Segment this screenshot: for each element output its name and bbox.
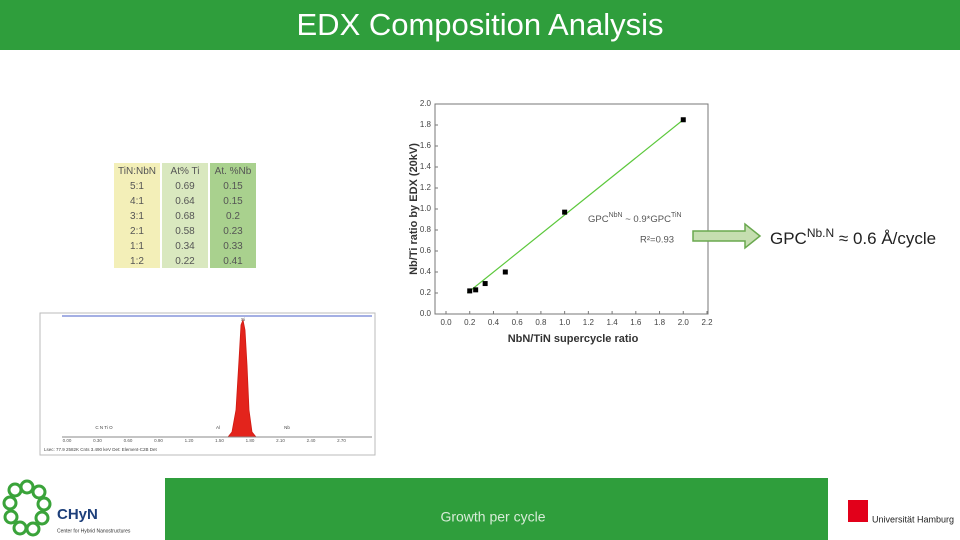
table-cell: 1:1 — [130, 241, 144, 252]
spectrum-footer: Lsec: 77.9 2582K Cnts 3.490 keV Det: Ele… — [44, 447, 158, 452]
spectrum-tick-label: 1.80 — [246, 438, 255, 443]
chyn-logo: CHyN Center for Hybrid Nanostructures — [2, 479, 131, 537]
y-tick-label: 1.6 — [420, 141, 432, 150]
table-header: At. %Nb — [215, 166, 252, 177]
annotation-part: ~ 0.9*GPC — [623, 214, 671, 225]
x-tick-label: 2.2 — [701, 318, 713, 327]
spectrum-peak — [62, 318, 372, 438]
x-tick-label: 0.0 — [440, 318, 452, 327]
spectrum-tick-label: 0.90 — [154, 438, 163, 443]
x-tick-label: 1.8 — [654, 318, 666, 327]
spectrum-tick-label: 1.50 — [215, 438, 224, 443]
result-part: GPC — [770, 229, 807, 248]
y-tick-label: 1.0 — [420, 204, 432, 213]
title: EDX Composition Analysis — [297, 7, 664, 42]
table-cell: 0.68 — [175, 211, 195, 222]
result-part: ≈ 0.6 Å/cycle — [834, 229, 936, 248]
chyn-subtitle: Center for Hybrid Nanostructures — [57, 528, 131, 534]
x-tick-label: 0.4 — [488, 318, 500, 327]
table-cell: 1:2 — [130, 256, 144, 267]
result-sup: Nb.N — [807, 226, 834, 240]
uhh-logo: Universität Hamburg — [848, 500, 954, 524]
x-tick-label: 1.2 — [583, 318, 595, 327]
x-axis-label: NbN/TiN supercycle ratio — [508, 333, 639, 345]
point — [680, 117, 686, 123]
arrow — [692, 222, 762, 250]
x-tick-label: 0.8 — [535, 318, 547, 327]
y-tick-label: 1.4 — [420, 162, 432, 171]
chart: NbN/TiN supercycle ratio Nb/Ti ratio by … — [400, 95, 718, 350]
table-cell: 0.33 — [223, 241, 243, 252]
y-tick-label: 0.4 — [420, 267, 432, 276]
table-column — [114, 163, 160, 268]
table-cell: 0.23 — [223, 226, 243, 237]
x-tick-label: 1.6 — [630, 318, 642, 327]
table-cell: 0.2 — [226, 211, 240, 222]
spectrum-tick-label: 2.70 — [337, 438, 346, 443]
spectrum: 0.00 0.30 0.60 0.90 1.20 1.50 1.80 2.10 2.40 2.70… — [39, 312, 376, 456]
table: TiN:NbN At% Ti At. %Nb 5:1 0.69 0.15 4:1 0.64 0.… — [114, 163, 256, 268]
y-axis-label: Nb/Ti ratio by EDX (20kV) — [408, 143, 420, 275]
table-cell: 0.15 — [223, 181, 243, 192]
header-bar — [0, 0, 960, 50]
x-tick-label: 1.0 — [559, 318, 571, 327]
table-cell: 3:1 — [130, 211, 144, 222]
y-tick-label: 0.8 — [420, 225, 432, 234]
table-cell: 0.34 — [175, 241, 195, 252]
uhh-mark — [848, 500, 868, 522]
spectrum-tick-label: 2.10 — [276, 438, 285, 443]
table-cell: 2:1 — [130, 226, 144, 237]
footer-bar — [165, 478, 828, 540]
chyn-name: CHyN — [57, 506, 98, 523]
annotation-sup: NbN — [609, 212, 623, 219]
uhh-name: Universität Hamburg — [872, 514, 954, 524]
spectrum-frame — [39, 312, 376, 456]
table-cell: 0.41 — [223, 256, 243, 267]
table-column — [162, 163, 208, 268]
table-cell: 0.64 — [175, 196, 195, 207]
fit-annotation: GPCNbN ~ 0.9*GPCTiN — [588, 212, 682, 225]
x-tick-label: 2.0 — [678, 318, 690, 327]
point — [473, 287, 479, 293]
annotation-part: GPC — [588, 214, 609, 225]
table-cell: 0.69 — [175, 181, 195, 192]
fit-line — [466, 119, 684, 294]
annotation-sup: TiN — [671, 212, 682, 219]
peak-label: Al — [216, 425, 220, 430]
table-column — [210, 163, 256, 268]
x-tick-label: 1.4 — [607, 318, 619, 327]
table-cell: 5:1 — [130, 181, 144, 192]
spectrum-tick-label: 2.40 — [307, 438, 316, 443]
table-cell: 0.58 — [175, 226, 195, 237]
point — [467, 288, 473, 294]
x-tick-label: 0.6 — [512, 318, 524, 327]
footer-caption: Growth per cycle — [440, 509, 545, 525]
spectrum-tick-label: 1.20 — [185, 438, 194, 443]
table-cell: 4:1 — [130, 196, 144, 207]
spectrum-tick-label: 0.30 — [93, 438, 102, 443]
result-text: GPCNb.N ≈ 0.6 Å/cycle — [770, 226, 936, 248]
table-header: At% Ti — [171, 166, 200, 177]
y-tick-label: 0.6 — [420, 246, 432, 255]
table-cell: 0.15 — [223, 196, 243, 207]
point — [562, 209, 568, 215]
y-tick-label: 0.2 — [420, 288, 432, 297]
x-tick-label: 0.2 — [464, 318, 476, 327]
point — [482, 281, 488, 287]
y-tick-label: 0.0 — [420, 309, 432, 318]
r2-annotation: R²=0.93 — [640, 235, 674, 246]
y-tick-label: 1.8 — [420, 120, 432, 129]
y-tick-label: 2.0 — [420, 99, 432, 108]
y-tick-label: 1.2 — [420, 183, 432, 192]
peak-label: Nb — [284, 425, 290, 430]
point — [502, 269, 508, 275]
peak-label: C N Ti O — [95, 425, 113, 430]
table-header: TiN:NbN — [118, 166, 156, 177]
table-cell: 0.22 — [175, 256, 195, 267]
spectrum-tick-label: 0.00 — [63, 438, 72, 443]
spectrum-tick-label: 0.60 — [124, 438, 133, 443]
chart-bg — [400, 95, 718, 350]
peak-label: Si — [241, 317, 245, 322]
